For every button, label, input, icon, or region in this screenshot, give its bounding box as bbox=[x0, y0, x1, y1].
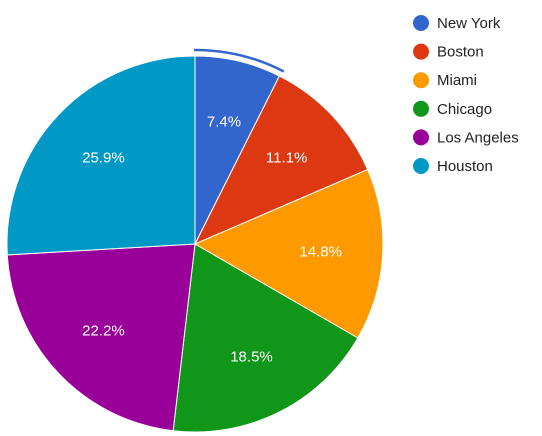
legend-label-boston: Boston bbox=[437, 44, 484, 61]
legend-label-new-york: New York bbox=[437, 15, 501, 32]
slice-label-chicago: 18.5% bbox=[230, 349, 273, 366]
legend-item-houston[interactable]: Houston bbox=[413, 158, 493, 175]
slice-label-miami: 14.8% bbox=[299, 243, 342, 260]
pie-slice-highlight-new-york bbox=[194, 48, 285, 73]
pie-slice-los-angeles[interactable] bbox=[6, 243, 196, 432]
pie-slice-labels: 7.4% 11.1% 14.8% 18.5% 22.2% 25.9% bbox=[82, 113, 342, 365]
legend-swatch-chicago bbox=[413, 100, 429, 117]
legend-swatch-boston bbox=[413, 43, 429, 60]
pie-slice-houston[interactable] bbox=[6, 55, 196, 256]
legend-item-boston[interactable]: Boston bbox=[413, 43, 484, 61]
chart-legend: New York Boston Miami Chicago Los Angeles Hou… bbox=[413, 15, 519, 175]
legend-label-houston: Houston bbox=[437, 158, 493, 175]
legend-swatch-new-york bbox=[413, 15, 429, 31]
slice-label-boston: 11.1% bbox=[266, 150, 307, 167]
legend-label-chicago: Chicago bbox=[437, 101, 492, 118]
legend-swatch-houston bbox=[413, 158, 429, 174]
legend-item-chicago[interactable]: Chicago bbox=[413, 100, 492, 118]
legend-item-miami[interactable]: Miami bbox=[413, 72, 477, 89]
legend-item-los-angeles[interactable]: Los Angeles bbox=[413, 129, 519, 146]
slice-label-houston: 25.9% bbox=[82, 150, 125, 167]
slice-label-los-angeles: 22.2% bbox=[82, 322, 125, 339]
legend-label-los-angeles: Los Angeles bbox=[437, 129, 519, 146]
pie-slice-chicago[interactable] bbox=[172, 243, 359, 433]
pie-slice-boston[interactable] bbox=[193, 75, 369, 246]
pie-slices bbox=[6, 48, 384, 433]
legend-item-new-york[interactable]: New York bbox=[413, 15, 501, 32]
pie-slice-miami[interactable] bbox=[193, 168, 384, 339]
slice-label-new-york: 7.4% bbox=[207, 113, 241, 130]
legend-swatch-miami bbox=[413, 72, 429, 89]
legend-label-miami: Miami bbox=[437, 72, 477, 89]
legend-swatch-los-angeles bbox=[413, 129, 429, 146]
